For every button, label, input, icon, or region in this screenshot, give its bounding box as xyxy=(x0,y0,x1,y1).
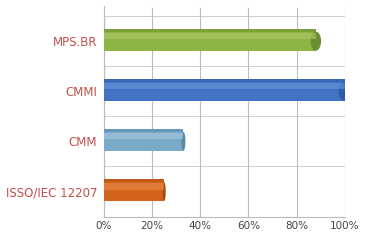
FancyBboxPatch shape xyxy=(104,83,345,89)
FancyBboxPatch shape xyxy=(104,32,316,39)
Ellipse shape xyxy=(311,32,321,51)
FancyBboxPatch shape xyxy=(104,133,184,140)
FancyBboxPatch shape xyxy=(104,183,164,190)
Ellipse shape xyxy=(339,82,351,101)
Ellipse shape xyxy=(163,182,166,201)
Polygon shape xyxy=(104,79,345,82)
Polygon shape xyxy=(104,129,184,132)
FancyBboxPatch shape xyxy=(104,32,316,51)
FancyBboxPatch shape xyxy=(104,182,164,201)
Polygon shape xyxy=(104,29,316,32)
FancyBboxPatch shape xyxy=(104,132,184,151)
Ellipse shape xyxy=(181,132,185,151)
FancyBboxPatch shape xyxy=(104,82,345,101)
Polygon shape xyxy=(104,179,164,182)
